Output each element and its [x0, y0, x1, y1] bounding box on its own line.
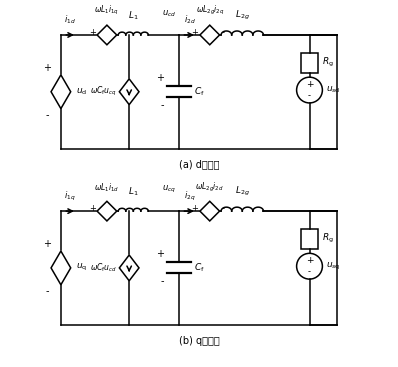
- Text: -: -: [308, 268, 311, 276]
- Text: $\omega L_1 i_{1q}$: $\omega L_1 i_{1q}$: [94, 4, 119, 18]
- Text: $\omega L_{2g} i_{2q}$: $\omega L_{2g} i_{2q}$: [195, 4, 224, 18]
- Text: +: +: [43, 63, 51, 73]
- Text: $C_{\mathrm{f}}$: $C_{\mathrm{f}}$: [194, 86, 205, 98]
- Text: +: +: [89, 204, 96, 213]
- Text: $u_{cd}$: $u_{cd}$: [162, 8, 176, 19]
- Text: $u_{s\mathrm{d}}$: $u_{s\mathrm{d}}$: [326, 85, 341, 95]
- Text: (b) q轴回路: (b) q轴回路: [179, 336, 219, 346]
- Text: -: -: [221, 204, 224, 213]
- Text: -: -: [160, 100, 164, 110]
- Text: -: -: [221, 28, 224, 37]
- Text: $C_{\mathrm{f}}$: $C_{\mathrm{f}}$: [194, 262, 205, 274]
- Text: $L_1$: $L_1$: [128, 186, 139, 198]
- Text: $u_{cq}$: $u_{cq}$: [162, 184, 176, 195]
- Text: +: +: [306, 80, 313, 89]
- Text: -: -: [45, 110, 49, 120]
- Text: $u_{\mathrm{q}}$: $u_{\mathrm{q}}$: [76, 262, 88, 273]
- Text: $u_{s\mathrm{q}}$: $u_{s\mathrm{q}}$: [326, 261, 341, 272]
- Text: $L_{2g}$: $L_{2g}$: [235, 9, 250, 22]
- Text: $L_{2g}$: $L_{2g}$: [235, 185, 250, 198]
- Text: $\omega C_{\mathrm{f}} u_{cq}$: $\omega C_{\mathrm{f}} u_{cq}$: [90, 85, 117, 98]
- Text: -: -: [118, 28, 121, 37]
- Text: +: +: [43, 240, 51, 250]
- Text: $R_{\mathrm{g}}$: $R_{\mathrm{g}}$: [322, 232, 334, 245]
- Text: +: +: [89, 28, 96, 37]
- Text: $\omega C_{\mathrm{f}} u_{cd}$: $\omega C_{\mathrm{f}} u_{cd}$: [90, 262, 117, 274]
- Text: +: +: [191, 204, 198, 213]
- Text: -: -: [160, 276, 164, 287]
- Text: $R_{\mathrm{g}}$: $R_{\mathrm{g}}$: [322, 56, 334, 69]
- Text: $L_1$: $L_1$: [128, 10, 139, 22]
- Text: $i_{1d}$: $i_{1d}$: [64, 14, 75, 26]
- Text: $i_{2q}$: $i_{2q}$: [184, 189, 195, 203]
- Text: -: -: [118, 204, 121, 213]
- Text: +: +: [156, 249, 164, 259]
- Text: $\omega L_{2g} i_{2d}$: $\omega L_{2g} i_{2d}$: [195, 181, 224, 194]
- Text: -: -: [45, 286, 49, 296]
- Text: +: +: [191, 28, 198, 37]
- Text: $i_{2d}$: $i_{2d}$: [184, 14, 196, 26]
- Text: (a) d轴回路: (a) d轴回路: [179, 160, 219, 170]
- Text: $\omega L_1 i_{1d}$: $\omega L_1 i_{1d}$: [94, 181, 119, 194]
- Text: $u_{\mathrm{d}}$: $u_{\mathrm{d}}$: [76, 87, 88, 97]
- Text: +: +: [156, 73, 164, 83]
- Text: $i_{1q}$: $i_{1q}$: [64, 189, 75, 203]
- Text: -: -: [308, 91, 311, 100]
- Text: +: +: [306, 256, 313, 265]
